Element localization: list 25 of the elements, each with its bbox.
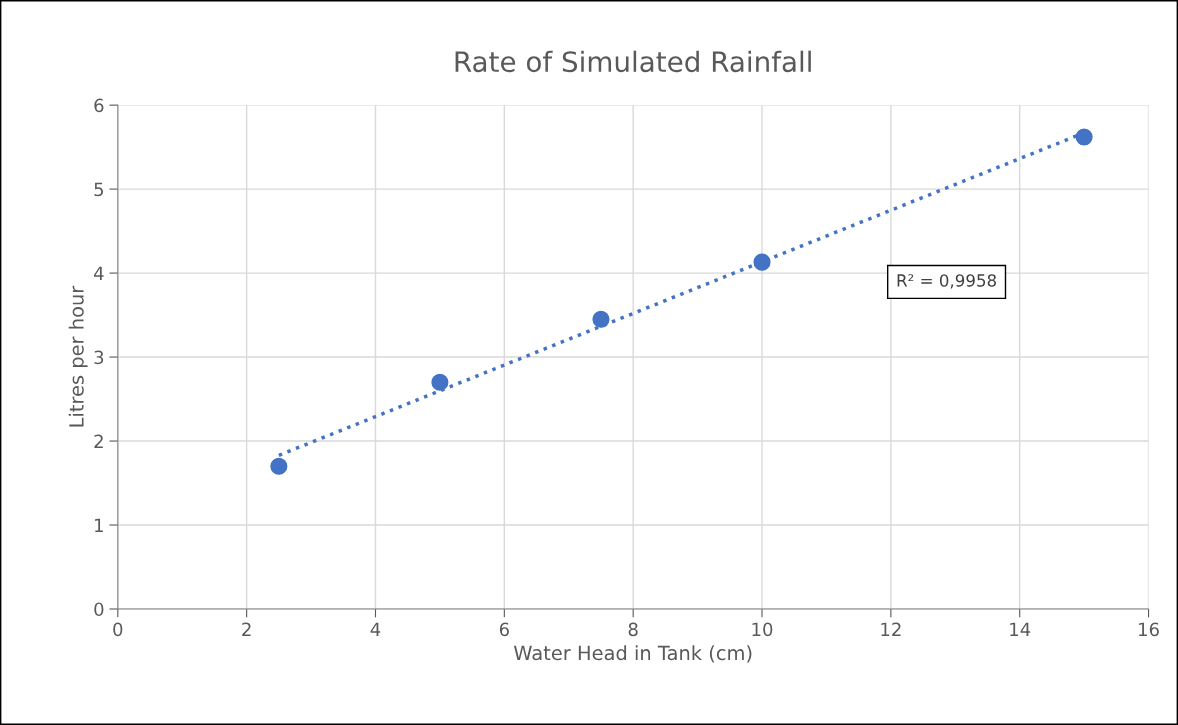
x-tick-label: 16 <box>1139 622 1159 637</box>
x-tick-label: 4 <box>370 622 381 636</box>
y-tick-label: 1 <box>95 518 103 532</box>
y-tick-label: 2 <box>94 434 103 448</box>
y-tick-label: 5 <box>94 182 104 197</box>
annotation: R² = 0,9958 <box>897 274 997 289</box>
x-tick-label: 14 <box>1010 622 1031 636</box>
point <box>431 373 449 391</box>
point <box>270 457 288 475</box>
x-tick-label: 2 <box>242 622 251 636</box>
chart-title: Rate of Simulated Rainfall <box>455 50 811 73</box>
y-tick-label: 0 <box>94 602 104 617</box>
point <box>753 253 771 271</box>
x-tick-label: 6 <box>499 622 509 637</box>
x-tick-label: 0 <box>113 622 123 637</box>
y-tick-label: 4 <box>94 266 104 280</box>
y-tick-label: 3 <box>94 350 104 365</box>
x-tick-label: 12 <box>881 622 901 636</box>
x-axis-title: Water Head in Tank (cm) <box>513 645 752 663</box>
y-tick-label: 6 <box>94 98 104 113</box>
x-tick-label: 8 <box>628 622 638 637</box>
point <box>1075 128 1093 146</box>
point <box>592 310 610 328</box>
x-tick-label: 10 <box>752 622 773 637</box>
y-axis-title: Litres per hour <box>68 285 88 427</box>
